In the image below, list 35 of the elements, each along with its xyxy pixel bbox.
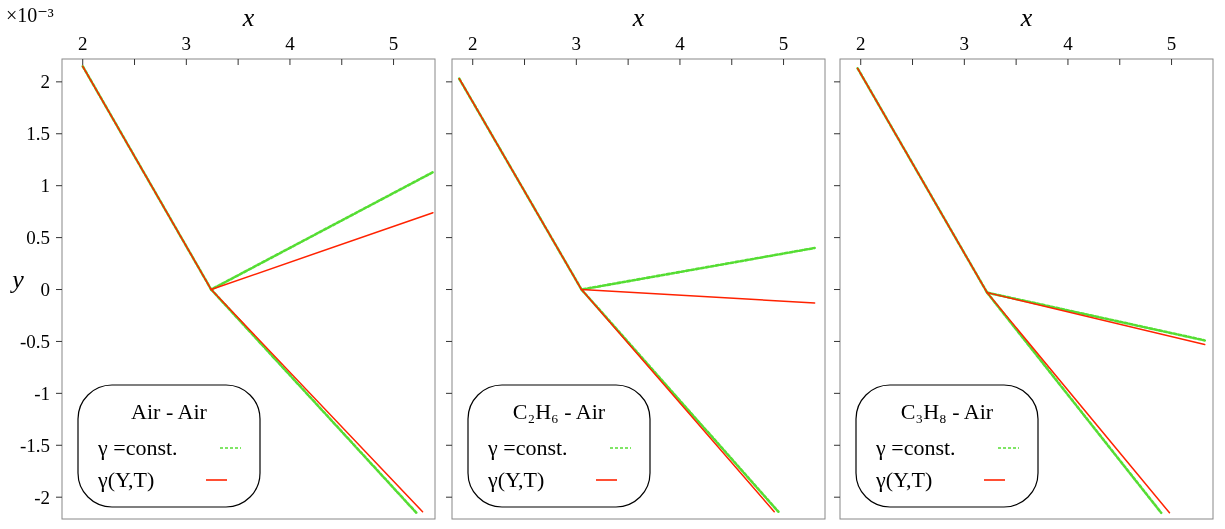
x-axis-title: x [631, 3, 645, 32]
x-tick-label: 5 [778, 33, 789, 54]
x-tick-label: 3 [959, 33, 970, 54]
y-tick-label: -1 [34, 383, 50, 405]
y-tick-label: 1 [40, 175, 50, 197]
y-tick-label: -2 [34, 486, 50, 508]
x-axis-title: x [1019, 3, 1033, 32]
legend-label: γ(Y,T) [487, 467, 545, 492]
legend-title: C₂H₆ - Air [512, 399, 606, 424]
legend-label: γ =const. [875, 435, 956, 460]
y-tick-label: 2 [40, 71, 50, 93]
x-axis-title: x [241, 3, 255, 32]
legend-label: γ(Y,T) [97, 467, 155, 492]
x-tick-label: 2 [77, 33, 88, 54]
y-tick-label: 0.5 [26, 227, 50, 249]
y-tick-label: -1.5 [19, 434, 50, 456]
x-tick-label: 3 [571, 33, 582, 54]
y-tick-label: 0 [40, 279, 50, 301]
legend-title: Air - Air [131, 399, 208, 424]
x-tick-label: 4 [675, 33, 686, 54]
y-axis-title: y [9, 264, 25, 294]
x-tick-label: 2 [467, 33, 478, 54]
legend-label: γ =const. [487, 435, 568, 460]
y-tick-label: -0.5 [19, 331, 50, 353]
legend-label: γ =const. [97, 435, 178, 460]
y-tick-label: 1.5 [26, 123, 50, 145]
x-tick-label: 5 [388, 33, 399, 54]
x-tick-label: 4 [1063, 33, 1074, 54]
text: ×10⁻³ [6, 4, 54, 26]
x-tick-label: 4 [285, 33, 296, 54]
legend-title: C₃H₈ - Air [900, 399, 994, 424]
x-tick-label: 5 [1166, 33, 1177, 54]
x-tick-label: 3 [181, 33, 192, 54]
x-tick-label: 2 [855, 33, 866, 54]
legend-label: γ(Y,T) [875, 467, 933, 492]
